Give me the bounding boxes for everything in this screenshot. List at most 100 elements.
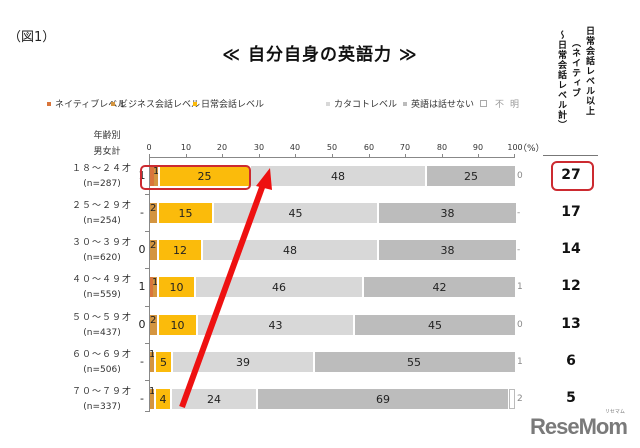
- tick-mark: [478, 154, 479, 158]
- row-sample-size: (n=287): [83, 179, 121, 189]
- tick-mark: [369, 154, 370, 158]
- row-sample-size: (n=337): [83, 402, 121, 412]
- row-age-label: ３０〜３９才: [71, 238, 132, 248]
- native-value: 1: [138, 169, 146, 182]
- legend-label: ビジネス会話レベル: [119, 100, 201, 110]
- side-header-underline: [543, 155, 598, 156]
- row-sample-size: (n=506): [83, 365, 121, 375]
- business-value: 1: [153, 166, 160, 177]
- bar-native: [150, 277, 153, 297]
- bar-business: [150, 203, 157, 223]
- bar-unknown: [513, 352, 515, 372]
- row-age-label: ７０〜７９才: [71, 387, 132, 397]
- row-age-label: １８〜２４才: [71, 164, 132, 174]
- unknown-value: -: [517, 245, 521, 255]
- tick-mark: [259, 154, 260, 158]
- figure-label: （図1）: [8, 30, 56, 45]
- legend-item-business: ビジネス会話レベル: [111, 97, 200, 110]
- legend-swatch-icon: [326, 101, 330, 106]
- tick-label: 50: [326, 143, 338, 152]
- daily-or-above-total: 6: [566, 353, 576, 369]
- tick-mark: [332, 154, 333, 158]
- bar-cannot-speak: 42: [362, 277, 515, 297]
- native-value: 1: [138, 280, 146, 293]
- bar-katakoto: 46: [194, 277, 362, 297]
- bar-cannot-speak: 38: [377, 203, 516, 223]
- daily-or-above-total: 17: [561, 204, 581, 220]
- native-value: 0: [138, 243, 146, 256]
- highlight-box-18-24: [140, 165, 251, 190]
- bar-business: [150, 240, 157, 260]
- tick-mark: [405, 154, 406, 158]
- axis-unit-label: （%）: [518, 144, 545, 154]
- tick-label: 10: [180, 143, 192, 152]
- row-sample-size: (n=559): [83, 290, 121, 300]
- bar-daily: 4: [154, 389, 170, 409]
- tick-mark: [149, 154, 150, 158]
- native-value: -: [140, 206, 144, 219]
- tick-label: 70: [399, 143, 411, 152]
- bar-cannot-speak: 45: [353, 315, 515, 335]
- bar-cannot-speak: 69: [256, 389, 508, 409]
- row-age-label: ４０〜４９才: [71, 275, 132, 285]
- bar-katakoto: 24: [170, 389, 256, 409]
- tick-mark: [295, 154, 296, 158]
- highlight-box-total-27: [551, 161, 594, 191]
- bar-cannot-speak: 25: [425, 166, 515, 186]
- row-age-label: ２５〜２９才: [71, 201, 132, 211]
- business-value: 2: [150, 315, 157, 326]
- row-tick: [145, 268, 149, 269]
- legend-label: 日常会話レベル: [201, 100, 265, 110]
- tick-label: 30: [253, 143, 265, 152]
- legend-label: カタコトレベル: [334, 100, 398, 110]
- side-header-line1: 日常会話レベル以上: [584, 26, 594, 116]
- tick-label: 90: [472, 143, 484, 152]
- bar-daily: 10: [157, 277, 194, 297]
- legend-label: ネイティブレベル: [55, 100, 127, 110]
- row-tick: [145, 380, 149, 381]
- daily-or-above-total: 13: [561, 316, 581, 332]
- bar-business: [150, 315, 157, 335]
- native-value: -: [140, 355, 144, 368]
- unknown-value: 1: [517, 357, 523, 367]
- bar-daily: 10: [157, 315, 196, 335]
- row-header: 年齢別 男女計: [82, 128, 132, 160]
- bar-daily: 15: [157, 203, 212, 223]
- chart-title: ≪ 自分自身の英語力 ≫: [222, 45, 418, 65]
- bar-business: [153, 277, 157, 297]
- bar-daily: 25: [158, 166, 249, 186]
- legend-item-daily: 日常会話レベル: [193, 97, 264, 110]
- legend-item-native: ネイティブレベル: [47, 97, 126, 110]
- tick-label: 100: [507, 143, 523, 152]
- logo-subtext: リセマム: [604, 409, 625, 415]
- legend-swatch-icon: [193, 101, 197, 106]
- business-value: 1: [152, 277, 159, 288]
- logo-text: ReseMom: [530, 414, 628, 439]
- row-tick: [145, 194, 149, 195]
- business-value: 2: [150, 240, 157, 251]
- row-sample-size: (n=254): [83, 216, 121, 226]
- legend-swatch-icon: [47, 101, 51, 106]
- row-tick: [145, 411, 149, 412]
- daily-or-above-total: 5: [566, 390, 576, 406]
- row-tick: [145, 231, 149, 232]
- bar-business: [150, 389, 154, 409]
- tick-label: 20: [216, 143, 228, 152]
- bar-unknown: [509, 389, 515, 409]
- native-value: -: [140, 392, 144, 405]
- legend-swatch-icon: [403, 101, 407, 106]
- daily-or-above-total: 27: [561, 167, 581, 183]
- business-value: 1: [149, 349, 156, 360]
- tick-mark: [442, 154, 443, 158]
- row-header-line1: 年齢別: [93, 131, 121, 141]
- legend-label: 不明: [495, 100, 526, 110]
- daily-or-above-total: 14: [561, 241, 581, 257]
- tick-mark: [514, 154, 515, 158]
- tick-mark: [222, 154, 223, 158]
- row-sample-size: (n=437): [83, 328, 121, 338]
- business-value: 1: [149, 386, 156, 397]
- bar-daily: 5: [154, 352, 171, 372]
- row-sample-size: (n=620): [83, 253, 121, 263]
- legend-item-katakoto: カタコトレベル: [326, 97, 397, 110]
